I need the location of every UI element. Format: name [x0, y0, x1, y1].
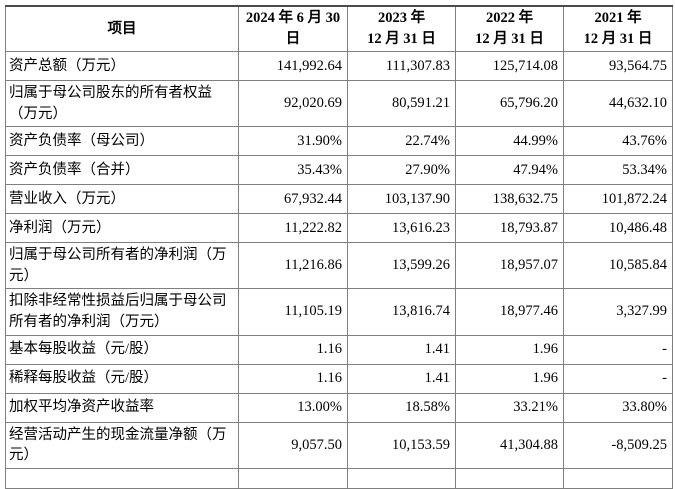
table-row-weighted-roe: 加权平均净资产收益率 13.00% 18.58% 33.21% 33.80%	[5, 392, 673, 423]
financial-summary-table: 项目 2024 年 6 月 30 日 2023 年 12 月 31 日 2022…	[5, 5, 673, 489]
table-row-diluted-eps: 稀释每股收益（元/股） 1.16 1.41 1.96 -	[5, 363, 673, 394]
row-label: 资产总额（万元）	[5, 51, 239, 82]
cell-value: 10,153.59	[347, 421, 456, 469]
cell-value: 93,564.75	[563, 51, 673, 82]
cell-value: 1.96	[455, 334, 564, 365]
header-cell-period-2021: 2021 年 12 月 31 日	[563, 5, 673, 53]
cell-value: 1.41	[347, 363, 456, 394]
cell-value: 47.94%	[455, 155, 564, 186]
cell-value: 138,632.75	[455, 184, 564, 215]
cell-value: 41,304.88	[455, 421, 564, 469]
header-line: 2022 年	[485, 10, 534, 26]
table-row-basic-eps: 基本每股收益（元/股） 1.16 1.41 1.96 -	[5, 334, 673, 365]
table-row-net-profit-parent: 归属于母公司所有者的净利润（万元） 11,216.86 13,599.26 18…	[5, 242, 673, 290]
cell-value	[563, 467, 673, 489]
header-line: 12 月 31 日	[475, 31, 544, 48]
row-label: 净利润（万元）	[5, 213, 239, 244]
cell-value: 103,137.90	[347, 184, 456, 215]
cell-value: 111,307.83	[347, 51, 456, 82]
cell-value: 18,977.46	[455, 288, 564, 336]
cell-value: 13,816.74	[347, 288, 456, 336]
cell-value: 35.43%	[238, 155, 348, 186]
cell-value: 1.16	[238, 334, 348, 365]
row-label: 资产负债率（母公司）	[5, 126, 239, 157]
cell-value: -	[563, 363, 673, 394]
cell-value: 141,992.64	[238, 51, 348, 82]
cell-value: 33.21%	[455, 392, 564, 423]
table-row-clipped	[5, 467, 673, 489]
row-label: 营业收入（万元）	[5, 184, 239, 215]
document-page: 项目 2024 年 6 月 30 日 2023 年 12 月 31 日 2022…	[5, 5, 673, 489]
header-line: 12 月 31 日	[583, 31, 653, 48]
cell-value: -8,509.25	[563, 421, 673, 469]
cell-value: 3,327.99	[563, 288, 673, 336]
header-cell-period-2023: 2023 年 12 月 31 日	[347, 5, 456, 53]
row-label: 扣除非经常性损益后归属于母公司所有者的净利润（万元）	[5, 288, 239, 336]
table-row-operating-revenue: 营业收入（万元） 67,932.44 103,137.90 138,632.75…	[5, 184, 673, 215]
cell-value: 13,616.23	[347, 213, 456, 244]
row-label: 归属于母公司所有者的净利润（万元）	[5, 242, 239, 290]
cell-value: 10,585.84	[563, 242, 673, 290]
cell-value: 1.41	[347, 334, 456, 365]
table-row-total-assets: 资产总额（万元） 141,992.64 111,307.83 125,714.0…	[5, 51, 673, 82]
table-row-operating-cash-flow: 经营活动产生的现金流量净额（万元） 9,057.50 10,153.59 41,…	[5, 421, 673, 469]
cell-value: 11,105.19	[238, 288, 348, 336]
cell-value: 44.99%	[455, 126, 564, 157]
cell-value: 31.90%	[238, 126, 348, 157]
header-line: 2021 年	[594, 10, 642, 26]
cell-value: 10,486.48	[563, 213, 673, 244]
header-line: 2024 年 6 月 30	[245, 10, 341, 26]
table-row-parent-equity: 归属于母公司股东的所有者权益（万元） 92,020.69 80,591.21 6…	[5, 80, 673, 128]
table-row-debt-ratio-consolidated: 资产负债率（合并） 35.43% 27.90% 47.94% 53.34%	[5, 155, 673, 186]
row-label: 稀释每股收益（元/股）	[5, 363, 239, 394]
header-cell-item: 项目	[5, 5, 239, 53]
table-row-net-profit-deducted: 扣除非经常性损益后归属于母公司所有者的净利润（万元） 11,105.19 13,…	[5, 288, 673, 336]
row-label: 资产负债率（合并）	[5, 155, 239, 186]
cell-value: 1.96	[455, 363, 564, 394]
table-header-row: 项目 2024 年 6 月 30 日 2023 年 12 月 31 日 2022…	[5, 5, 673, 53]
cell-value: 43.76%	[563, 126, 673, 157]
header-cell-period-2022: 2022 年 12 月 31 日	[455, 5, 564, 53]
header-line: 12 月 31 日	[367, 31, 436, 48]
cell-value: 65,796.20	[455, 80, 564, 128]
cell-value: -	[563, 334, 673, 365]
cell-value: 27.90%	[347, 155, 456, 186]
row-label: 经营活动产生的现金流量净额（万元）	[5, 421, 239, 469]
cell-value: 11,216.86	[238, 242, 348, 290]
cell-value: 44,632.10	[563, 80, 673, 128]
cell-value: 33.80%	[563, 392, 673, 423]
row-label: 加权平均净资产收益率	[5, 392, 239, 423]
cell-value: 18.58%	[347, 392, 456, 423]
cell-value: 18,957.07	[455, 242, 564, 290]
header-cell-period-2024: 2024 年 6 月 30 日	[238, 5, 348, 53]
header-line: 日	[285, 31, 301, 48]
cell-value: 92,020.69	[238, 80, 348, 128]
cell-value: 101,872.24	[563, 184, 673, 215]
row-label	[5, 467, 239, 489]
cell-value	[455, 467, 564, 489]
cell-value: 67,932.44	[238, 184, 348, 215]
cell-value: 80,591.21	[347, 80, 456, 128]
cell-value: 13.00%	[238, 392, 348, 423]
table-row-net-profit: 净利润（万元） 11,222.82 13,616.23 18,793.87 10…	[5, 213, 673, 244]
row-label: 基本每股收益（元/股）	[5, 334, 239, 365]
cell-value: 53.34%	[563, 155, 673, 186]
cell-value: 13,599.26	[347, 242, 456, 290]
cell-value	[238, 467, 348, 489]
cell-value: 9,057.50	[238, 421, 348, 469]
cell-value	[347, 467, 456, 489]
cell-value: 18,793.87	[455, 213, 564, 244]
table-row-debt-ratio-parent: 资产负债率（母公司） 31.90% 22.74% 44.99% 43.76%	[5, 126, 673, 157]
row-label: 归属于母公司股东的所有者权益（万元）	[5, 80, 239, 128]
header-line: 2023 年	[377, 10, 426, 26]
cell-value: 125,714.08	[455, 51, 564, 82]
cell-value: 11,222.82	[238, 213, 348, 244]
cell-value: 1.16	[238, 363, 348, 394]
cell-value: 22.74%	[347, 126, 456, 157]
